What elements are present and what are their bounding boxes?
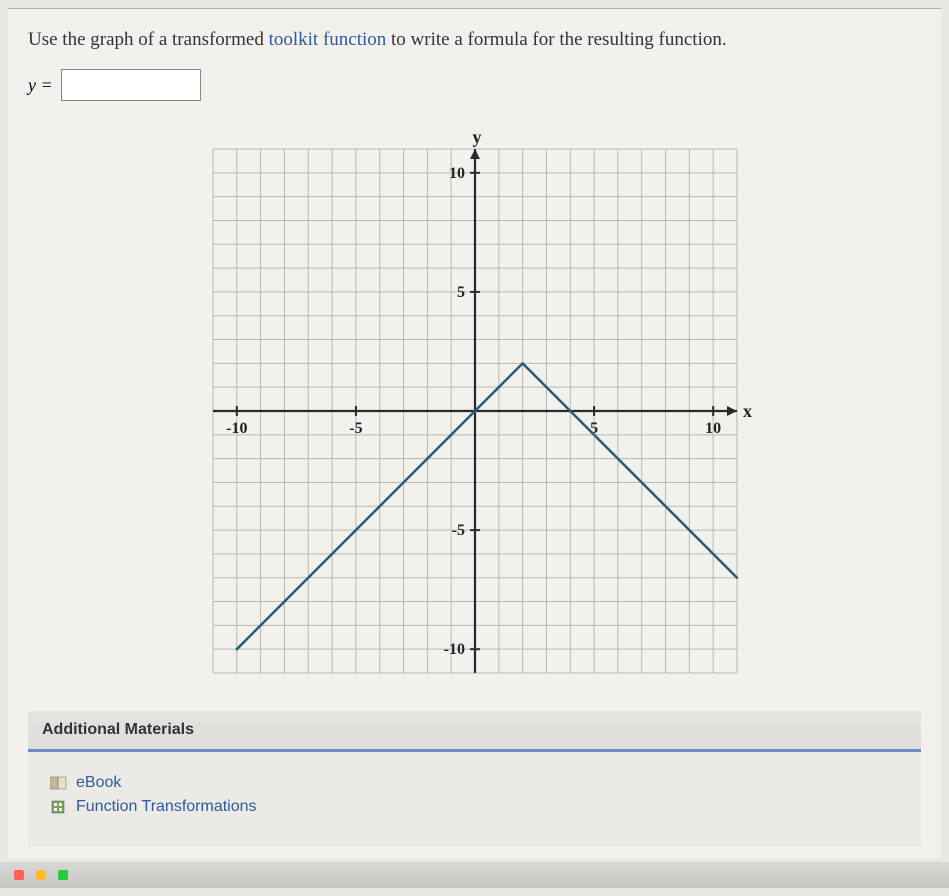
dock-dot-2 bbox=[36, 870, 46, 880]
dock-bar bbox=[0, 862, 949, 888]
svg-text:-10: -10 bbox=[226, 420, 247, 437]
transformations-label: Function Transformations bbox=[76, 798, 257, 816]
additional-materials-body: eBook Function Transformations bbox=[28, 752, 921, 846]
svg-text:5: 5 bbox=[457, 284, 465, 301]
svg-text:-5: -5 bbox=[349, 420, 362, 437]
ebook-label: eBook bbox=[76, 774, 121, 792]
graph-chart: -10-5510105-5-10xy bbox=[195, 131, 755, 691]
svg-text:-10: -10 bbox=[443, 641, 464, 658]
answer-row: y = bbox=[28, 69, 921, 101]
svg-text:10: 10 bbox=[705, 420, 721, 437]
toolkit-function-link[interactable]: toolkit function bbox=[269, 29, 387, 50]
svg-text:10: 10 bbox=[449, 165, 465, 182]
additional-materials: Additional Materials eBook Function Tran… bbox=[28, 711, 921, 846]
svg-text:y: y bbox=[472, 131, 481, 147]
book-icon bbox=[50, 776, 68, 790]
tool-icon bbox=[50, 800, 68, 814]
prompt-after: to write a formula for the resulting fun… bbox=[391, 29, 727, 50]
function-transformations-link[interactable]: Function Transformations bbox=[50, 798, 899, 816]
answer-label: y = bbox=[28, 75, 53, 96]
ebook-link[interactable]: eBook bbox=[50, 774, 899, 792]
svg-text:x: x bbox=[743, 401, 752, 421]
prompt-before: Use the graph of a transformed bbox=[28, 29, 269, 50]
dock-dot-3 bbox=[58, 870, 68, 880]
additional-materials-header: Additional Materials bbox=[28, 711, 921, 752]
answer-input[interactable] bbox=[61, 69, 201, 101]
dock-dot-1 bbox=[14, 870, 24, 880]
svg-text:-5: -5 bbox=[451, 522, 464, 539]
question-prompt: Use the graph of a transformed toolkit f… bbox=[28, 29, 921, 51]
